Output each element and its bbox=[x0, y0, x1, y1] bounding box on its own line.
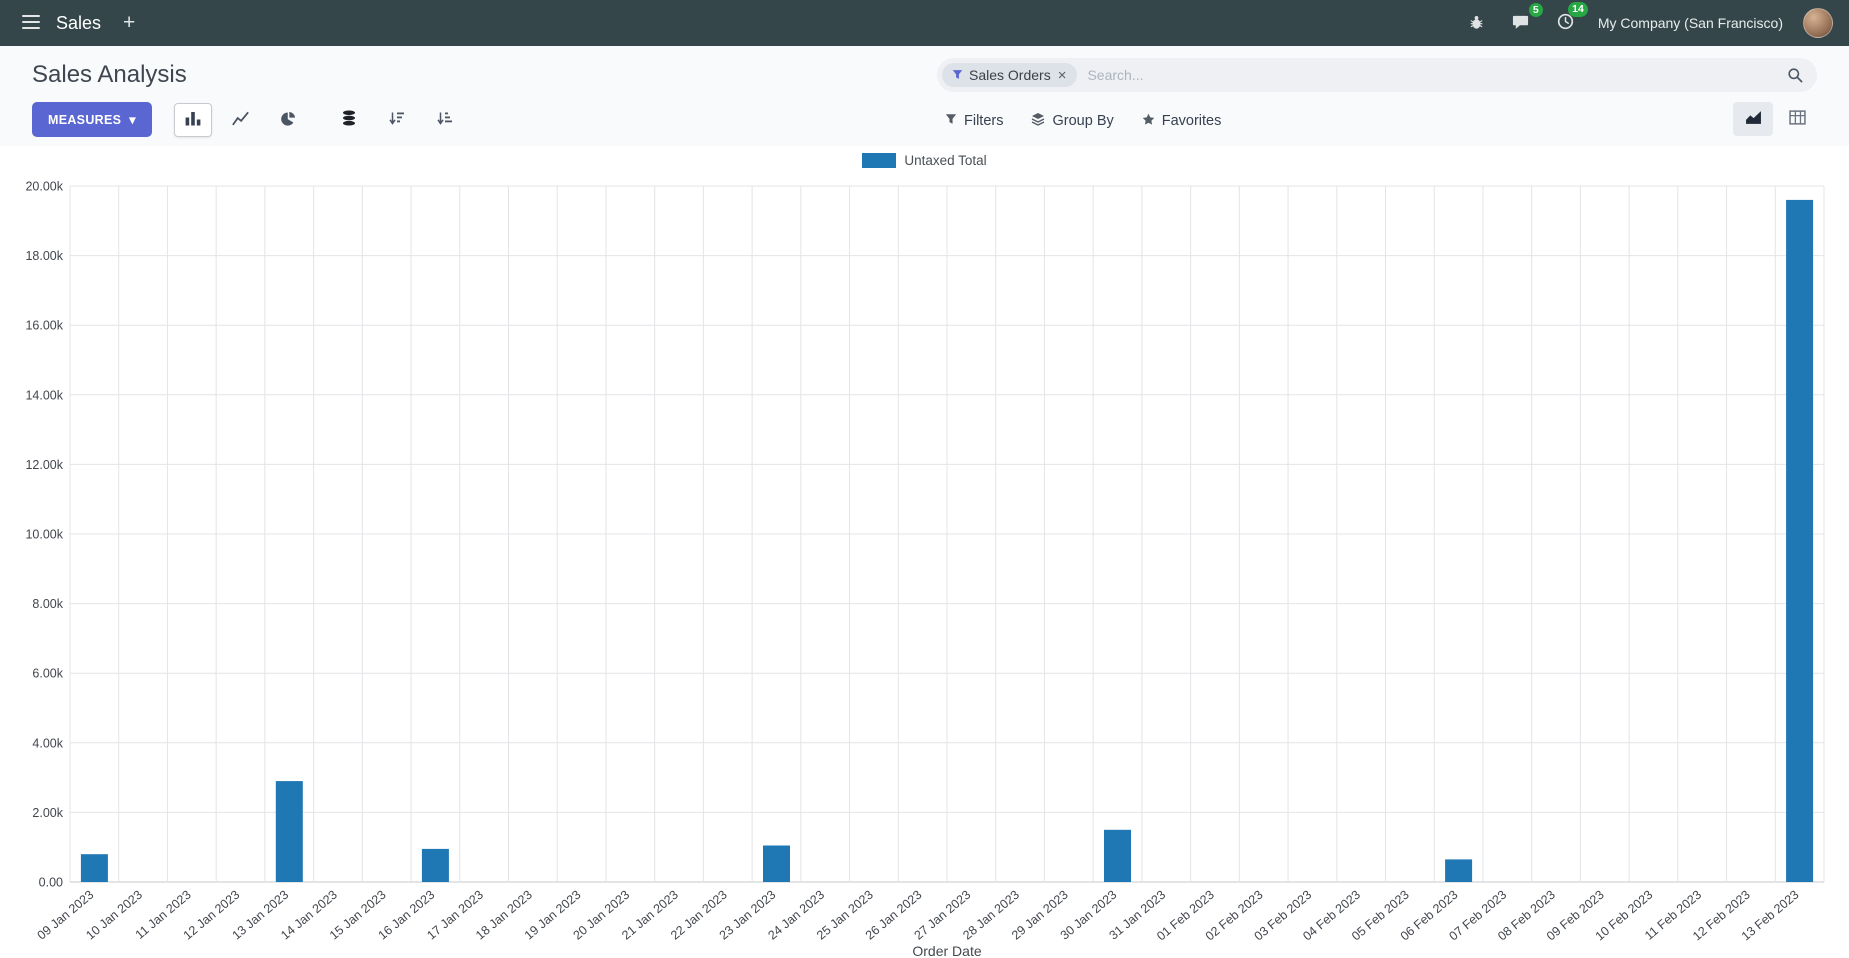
sort-asc-icon bbox=[437, 111, 453, 129]
stacked-icon bbox=[342, 110, 356, 129]
sort-ascending-button[interactable] bbox=[426, 103, 464, 137]
pie-chart-icon bbox=[281, 111, 296, 129]
clock-icon bbox=[1557, 13, 1574, 33]
search-input[interactable] bbox=[1087, 67, 1777, 83]
favorites-button[interactable]: Favorites bbox=[1142, 113, 1222, 130]
y-tick-label: 10.00k bbox=[25, 528, 63, 542]
y-tick-label: 12.00k bbox=[25, 458, 63, 472]
hamburger-icon bbox=[22, 14, 40, 32]
control-panel: Sales Analysis Sales Orders × MEASURES ▾ bbox=[0, 46, 1849, 146]
sort-desc-icon bbox=[389, 111, 405, 129]
page-title: Sales Analysis bbox=[32, 61, 187, 88]
y-tick-label: 4.00k bbox=[32, 736, 63, 750]
legend-label: Untaxed Total bbox=[904, 152, 987, 168]
messages-button[interactable]: 5 bbox=[1508, 2, 1543, 37]
debug-button[interactable] bbox=[1465, 10, 1488, 37]
activities-badge: 14 bbox=[1568, 2, 1588, 17]
bar[interactable] bbox=[1104, 829, 1131, 882]
user-menu-button[interactable] bbox=[1803, 8, 1833, 38]
messages-badge: 5 bbox=[1528, 2, 1543, 17]
filters-label: Filters bbox=[964, 113, 1004, 129]
sort-descending-button[interactable] bbox=[378, 103, 416, 137]
search-icon[interactable] bbox=[1787, 67, 1803, 88]
bar[interactable] bbox=[421, 848, 449, 882]
activities-button[interactable]: 14 bbox=[1553, 2, 1588, 37]
filter-funnel-icon bbox=[952, 67, 963, 83]
chart-area: Untaxed Total 0.00 2.00k 4.00k 6.00k 8.00k 10… bbox=[0, 150, 1849, 958]
bar[interactable] bbox=[763, 845, 790, 883]
graph-view-button[interactable] bbox=[1733, 102, 1773, 136]
y-tick-label: 18.00k bbox=[25, 249, 63, 263]
filters-funnel-icon bbox=[945, 113, 957, 129]
bar[interactable] bbox=[1445, 859, 1473, 882]
pie-chart-mode-button[interactable] bbox=[270, 103, 308, 137]
new-record-button[interactable]: + bbox=[123, 11, 135, 35]
search-facet[interactable]: Sales Orders × bbox=[942, 63, 1078, 87]
view-switcher bbox=[1733, 102, 1817, 136]
measures-label: MEASURES bbox=[48, 112, 122, 127]
layers-icon bbox=[1031, 112, 1045, 130]
top-navbar: Sales + 5 14 My Company (San Francisco) bbox=[0, 0, 1849, 46]
bug-icon bbox=[1469, 14, 1484, 33]
y-tick-label: 14.00k bbox=[25, 388, 63, 402]
bar-chart-icon bbox=[185, 111, 201, 129]
facet-remove-icon[interactable]: × bbox=[1057, 66, 1067, 84]
avatar bbox=[1803, 8, 1833, 38]
search-facet-label: Sales Orders bbox=[969, 67, 1051, 83]
x-axis-title: Order Date bbox=[912, 943, 981, 958]
toolbar-row: MEASURES ▾ bbox=[0, 102, 1849, 140]
star-icon bbox=[1142, 113, 1155, 130]
y-tick-label: 20.00k bbox=[25, 180, 63, 194]
graph-tools: MEASURES ▾ bbox=[32, 102, 1817, 137]
y-tick-label: 16.00k bbox=[25, 319, 63, 333]
filters-button[interactable]: Filters bbox=[945, 113, 1003, 129]
y-tick-label: 2.00k bbox=[32, 806, 63, 820]
bar-chart[interactable]: 0.00 2.00k 4.00k 6.00k 8.00k 10.00k 12.00k 14.0… bbox=[16, 170, 1832, 958]
app-name[interactable]: Sales bbox=[56, 12, 102, 33]
area-chart-icon bbox=[1745, 110, 1762, 128]
measures-button[interactable]: MEASURES ▾ bbox=[32, 102, 152, 137]
bar[interactable] bbox=[275, 781, 303, 882]
pivot-table-icon bbox=[1788, 110, 1806, 128]
bar[interactable] bbox=[80, 854, 108, 882]
chart-legend: Untaxed Total bbox=[0, 150, 1849, 170]
chat-icon bbox=[1512, 14, 1529, 33]
line-chart-icon bbox=[232, 111, 250, 129]
plus-icon: + bbox=[123, 11, 136, 34]
y-tick-label: 8.00k bbox=[32, 597, 63, 611]
systray: 5 14 My Company (San Francisco) bbox=[1465, 2, 1833, 38]
caret-down-icon: ▾ bbox=[129, 113, 136, 127]
search-options: Filters Group By Favorites bbox=[945, 104, 1221, 138]
apps-menu-button[interactable] bbox=[16, 9, 46, 38]
y-tick-label: 0.00 bbox=[39, 876, 63, 890]
group-by-label: Group By bbox=[1052, 113, 1114, 129]
group-by-button[interactable]: Group By bbox=[1031, 112, 1114, 130]
y-tick-label: 6.00k bbox=[32, 667, 63, 681]
legend-swatch bbox=[862, 152, 897, 168]
stacked-toggle-button[interactable] bbox=[330, 103, 368, 137]
breadcrumb-row: Sales Analysis Sales Orders × bbox=[0, 46, 1849, 92]
search-bar[interactable]: Sales Orders × bbox=[937, 58, 1817, 92]
company-switcher[interactable]: My Company (San Francisco) bbox=[1597, 15, 1783, 31]
pivot-view-button[interactable] bbox=[1777, 102, 1817, 136]
bar-chart-mode-button[interactable] bbox=[173, 102, 212, 137]
line-chart-mode-button[interactable] bbox=[222, 103, 260, 137]
bar[interactable] bbox=[1786, 199, 1814, 882]
favorites-label: Favorites bbox=[1161, 113, 1222, 129]
